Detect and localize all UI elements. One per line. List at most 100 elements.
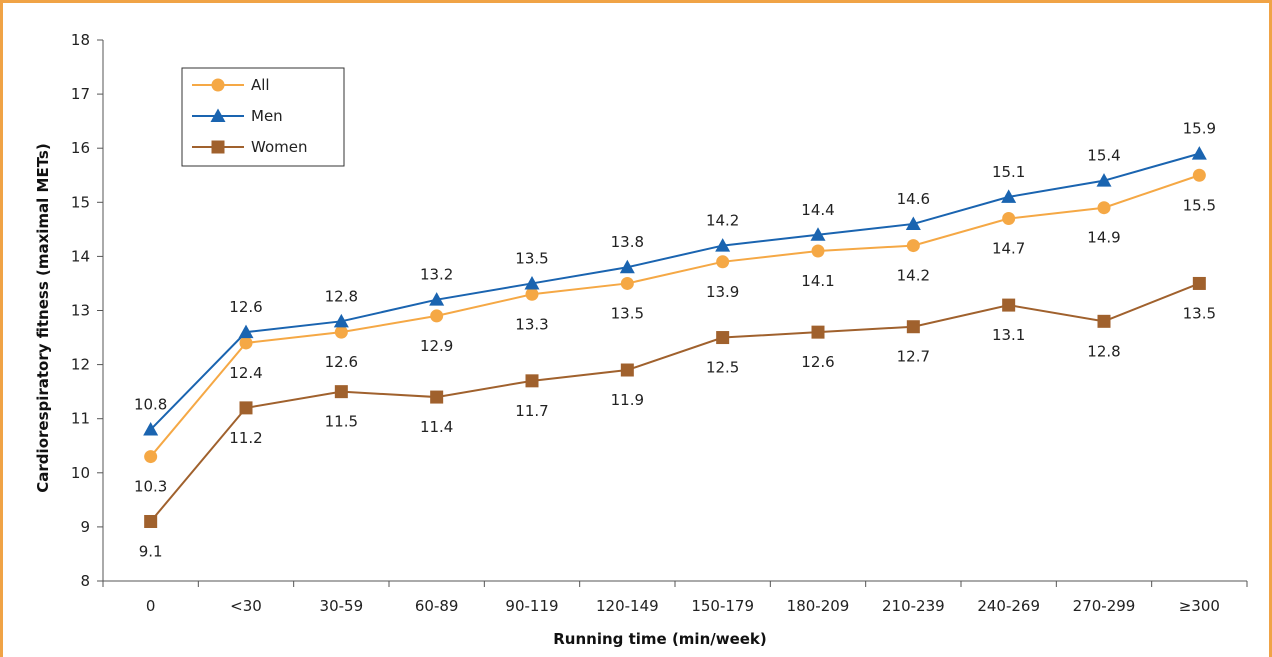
y-tick-label: 10 [71,464,90,482]
data-label-men: 10.8 [134,396,167,414]
data-point-women [906,320,920,334]
data-point-all [1002,212,1016,226]
y-tick-label: 18 [71,31,90,49]
y-tick-label: 8 [80,572,90,590]
data-point-men [1096,173,1112,187]
legend-label-women: Women [251,138,307,156]
axes: 8 9 10 11 12 13 14 15 16 17 18 0 <30 30-59 60-89 90-119… [71,31,1248,615]
data-point-all [144,450,158,464]
x-axis-title: Running time (min/week) [553,630,767,648]
data-point-men [619,259,635,274]
data-label-men: 13.8 [611,233,644,251]
data-label-women: 12.7 [897,348,930,366]
data-point-men [143,422,159,436]
data-point-all [239,336,253,350]
x-tick-label: 270-299 [1073,597,1136,615]
y-tick-label: 17 [71,85,90,103]
legend-marker-all [211,78,225,92]
data-point-all [525,287,539,301]
data-label-all: 15.5 [1183,196,1216,214]
data-point-all [811,244,825,258]
data-point-women [620,363,634,377]
data-label-all: 12.9 [420,337,453,355]
data-label-women: 12.6 [801,353,834,371]
series-line-men [149,152,1200,431]
series-line-all [149,174,1200,458]
legend: All Men Women [181,67,345,167]
x-tick-label: 60-89 [415,597,459,615]
data-label-men: 15.1 [992,163,1025,181]
legend-marker-women [211,140,225,154]
data-point-women [811,325,825,339]
data-point-women [334,385,348,399]
y-tick-label: 12 [71,356,90,374]
data-label-men: 12.8 [325,287,358,305]
data-label-women: 11.7 [515,402,548,420]
y-tick-label: 13 [71,302,90,320]
data-point-men [905,216,921,230]
series-markers [143,146,1207,528]
data-point-all [1097,201,1111,215]
x-tick-label: 150-179 [691,597,754,615]
data-label-women: 12.8 [1087,342,1120,360]
x-tick-label: 180-209 [787,597,850,615]
data-label-women: 12.5 [706,359,739,377]
data-point-women [525,374,539,388]
data-label-all: 13.5 [611,304,644,322]
data-label-all: 12.6 [325,353,358,371]
legend-label-all: All [251,76,270,94]
legend-label-men: Men [251,107,283,125]
data-point-women [1097,314,1111,328]
data-label-women: 11.5 [325,413,358,431]
data-label-all: 14.9 [1087,229,1120,247]
x-tick-label: <30 [230,597,262,615]
data-point-women [1002,298,1016,312]
data-point-men [1191,146,1207,160]
data-point-all [1192,168,1206,182]
x-tick-label: 0 [146,597,156,615]
data-label-women: 11.4 [420,418,453,436]
data-label-men: 14.2 [706,212,739,230]
data-label-men: 15.9 [1183,120,1216,138]
data-point-all [716,255,730,269]
data-label-women: 9.1 [139,542,163,560]
data-label-all: 14.1 [801,272,834,290]
x-tick-label: 30-59 [320,597,364,615]
data-point-men [238,324,254,339]
data-label-women: 13.1 [992,326,1025,344]
data-point-women [430,390,444,404]
data-point-women [716,331,730,345]
data-point-women [144,514,158,528]
y-tick-label: 15 [71,193,90,211]
x-tick-label: ≥300 [1179,597,1220,615]
data-point-all [430,309,444,323]
x-tick-label: 240-269 [977,597,1040,615]
data-point-women [239,401,253,415]
y-tick-label: 11 [71,410,90,428]
series-lines [149,152,1200,523]
data-label-men: 13.5 [515,249,548,267]
data-point-all [906,239,920,253]
data-point-all [334,325,348,339]
data-point-men [1001,189,1017,203]
x-tick-label: 90-119 [505,597,558,615]
y-tick-label: 16 [71,139,90,157]
data-label-all: 14.2 [897,267,930,285]
data-point-men [333,313,349,328]
data-point-men [715,238,731,252]
data-point-women [1192,276,1206,290]
y-tick-label: 14 [71,247,90,265]
data-label-women: 11.2 [229,429,262,447]
x-tick-label: 210-239 [882,597,945,615]
data-label-men: 14.4 [801,201,834,219]
data-label-all: 14.7 [992,240,1025,258]
y-axis-title: Cardiorespiratory fitness (maximal METs) [34,143,52,492]
data-point-men [524,275,540,290]
data-label-women: 13.5 [1183,304,1216,322]
data-label-women: 11.9 [611,391,644,409]
data-point-all [620,276,634,290]
data-label-men: 13.2 [420,266,453,284]
data-point-men [429,292,445,306]
